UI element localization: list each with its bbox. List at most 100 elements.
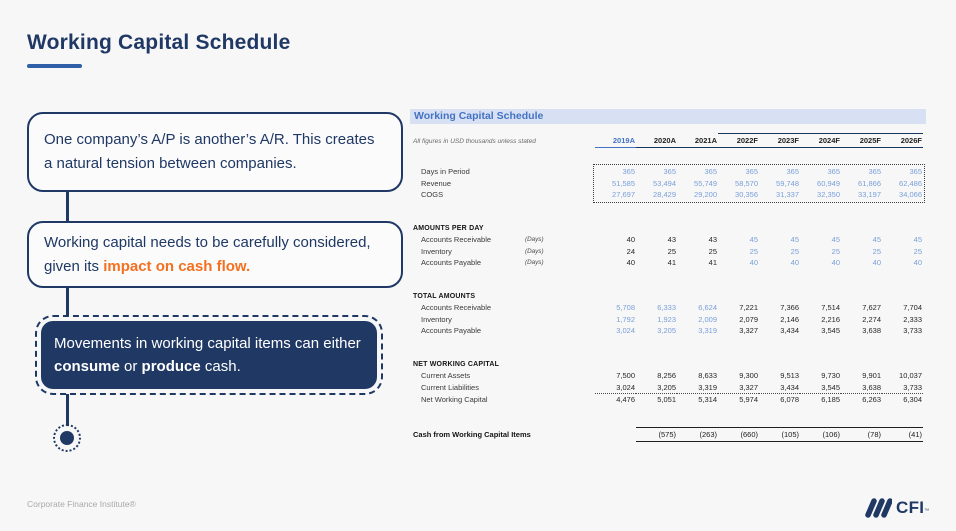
callout-consume-produce: Movements in working capital items can e… — [41, 321, 377, 389]
cfi-logo-text: CFI — [896, 498, 925, 517]
table-cell: 7,514 — [821, 303, 840, 312]
table-cell: 29,200 — [694, 190, 717, 199]
table-cell: 3,024 — [616, 382, 635, 392]
table-section: Days in Period 365 365 365 365 365 365 365 365 Re… — [410, 164, 926, 203]
cash-cell: (41) — [882, 426, 923, 442]
table-cell: 9,300 — [739, 371, 758, 380]
table-cell: 6,624 — [698, 303, 717, 312]
table-cell: 51,585 — [612, 178, 635, 188]
table-cell: 365 — [745, 167, 758, 176]
table-cell: 3,733 — [903, 382, 922, 392]
cash-cell: (105) — [759, 426, 800, 442]
table-cell: 5,708 — [616, 303, 635, 312]
table-cell: 25 — [872, 246, 881, 256]
row-units: (Days) — [525, 236, 544, 243]
callout-text-segment: One company’s A/P is another’s A/R. This… — [44, 131, 375, 172]
table-cell: 7,627 — [862, 303, 881, 312]
callout-text: Movements in working capital items can e… — [54, 332, 364, 378]
table-cell: 27,697 — [612, 190, 635, 199]
table-cell: 3,733 — [903, 326, 922, 335]
table-cell: 61,866 — [858, 178, 881, 188]
table-cell: 3,205 — [657, 326, 676, 335]
table-row: Current Assets 7,500 8,256 8,633 9,300 9,513 9… — [410, 370, 926, 382]
cash-cell: (263) — [677, 426, 718, 442]
table-cell: 40 — [626, 235, 635, 244]
row-label: Days in Period — [421, 167, 470, 176]
row-label: Accounts Payable — [421, 258, 482, 267]
table-cell: 8,633 — [698, 371, 717, 380]
table-cell: 25 — [790, 246, 799, 256]
row-label: Revenue — [421, 178, 452, 188]
callout-text-segment: Movements in working capital items can e… — [54, 335, 361, 352]
table-cell: 365 — [786, 167, 799, 176]
table-row: Accounts Receivable (Days) 40 43 43 45 45 45 45 4… — [410, 234, 926, 246]
table-row: Accounts Payable (Days) 40 41 41 40 40 40 40 40 — [410, 257, 926, 269]
row-label: Current Assets — [421, 371, 471, 380]
table-cell: 25 — [749, 246, 758, 256]
table-cell: 45 — [749, 235, 758, 244]
table-units-note: All figures in USD thousands unless stat… — [413, 138, 536, 145]
table-cell: 2,333 — [903, 314, 922, 324]
table-row: COGS 27,697 28,429 29,200 30,356 31,337 32,350… — [410, 189, 926, 201]
table-cell: 40 — [872, 258, 881, 267]
table-cell: 34,066 — [899, 190, 922, 199]
cash-cell — [595, 432, 636, 436]
row-label: COGS — [421, 190, 444, 199]
table-cell: 31,337 — [776, 190, 799, 199]
table-cell: 28,429 — [653, 190, 676, 199]
table-section-rows: Current Assets 7,500 8,256 8,633 9,300 9,513 9… — [410, 370, 926, 405]
row-units: (Days) — [525, 259, 544, 266]
table-cell: 7,500 — [616, 371, 635, 380]
table-cell: 41 — [708, 258, 717, 267]
callout-text-segment: or — [119, 358, 142, 375]
working-capital-table: Working Capital Schedule All figures in … — [410, 109, 926, 442]
cfi-logo-tm: ™ — [924, 508, 930, 514]
table-cell: 45 — [790, 235, 799, 244]
year-header: 2020A — [636, 134, 677, 148]
table-cell: 40 — [913, 258, 922, 267]
cfi-logo: CFI ™ — [862, 496, 929, 520]
row-label: Accounts Receivable — [421, 303, 492, 312]
connector-end-dot — [60, 431, 74, 445]
callout-text-segment: cash. — [200, 358, 241, 375]
footer-brand-text: Corporate Finance Institute® — [27, 499, 136, 509]
table-cell: 55,749 — [694, 178, 717, 188]
table-cell: 60,949 — [817, 178, 840, 188]
table-cell: 62,486 — [899, 178, 922, 188]
cash-cell: (660) — [718, 426, 759, 442]
table-cell: 365 — [622, 167, 635, 176]
callout-text-segment: produce — [141, 358, 201, 375]
table-cell: 30,356 — [735, 190, 758, 199]
table-cell: 365 — [704, 167, 717, 176]
cash-cell: (106) — [800, 426, 841, 442]
table-section-header: AMOUNTS PER DAY — [413, 224, 484, 232]
table-cell: 40 — [749, 258, 758, 267]
table-cell: 6,078 — [759, 393, 800, 406]
table-row: Accounts Payable 3,024 3,205 3,319 3,327 3,43… — [410, 325, 926, 337]
table-cell: 365 — [663, 167, 676, 176]
table-cell: 24 — [626, 246, 635, 256]
table-cell: 3,638 — [862, 326, 881, 335]
connector-line-3 — [66, 394, 69, 426]
table-row: Accounts Receivable 5,708 6,333 6,624 7,221 7… — [410, 302, 926, 314]
table-cell: 6,185 — [800, 393, 841, 406]
year-header: 2026F — [882, 133, 923, 148]
row-label: Net Working Capital — [421, 394, 488, 404]
cash-cell: (575) — [636, 426, 677, 442]
table-cell: 7,221 — [739, 303, 758, 312]
cfi-logo-bars-icon — [865, 498, 892, 518]
table-cell: 43 — [667, 235, 676, 244]
table-section-rows: Accounts Receivable 5,708 6,333 6,624 7,221 7… — [410, 302, 926, 337]
table-body: Days in Period 365 365 365 365 365 365 365 365 Re… — [410, 164, 926, 442]
table-cell: 45 — [913, 235, 922, 244]
table-cell: 41 — [667, 258, 676, 267]
table-cell: 9,901 — [862, 371, 881, 380]
connector-end-ring — [53, 424, 81, 452]
table-cell: 1,792 — [616, 314, 635, 324]
table-cell: 58,570 — [735, 178, 758, 188]
callout-cash-flow: Working capital needs to be carefully co… — [27, 221, 403, 288]
table-cell: 53,494 — [653, 178, 676, 188]
year-header: 2021A — [677, 134, 718, 148]
table-row: Revenue 51,585 53,494 55,749 58,570 59,748 60,… — [410, 178, 926, 190]
table-cell: 3,434 — [780, 326, 799, 335]
